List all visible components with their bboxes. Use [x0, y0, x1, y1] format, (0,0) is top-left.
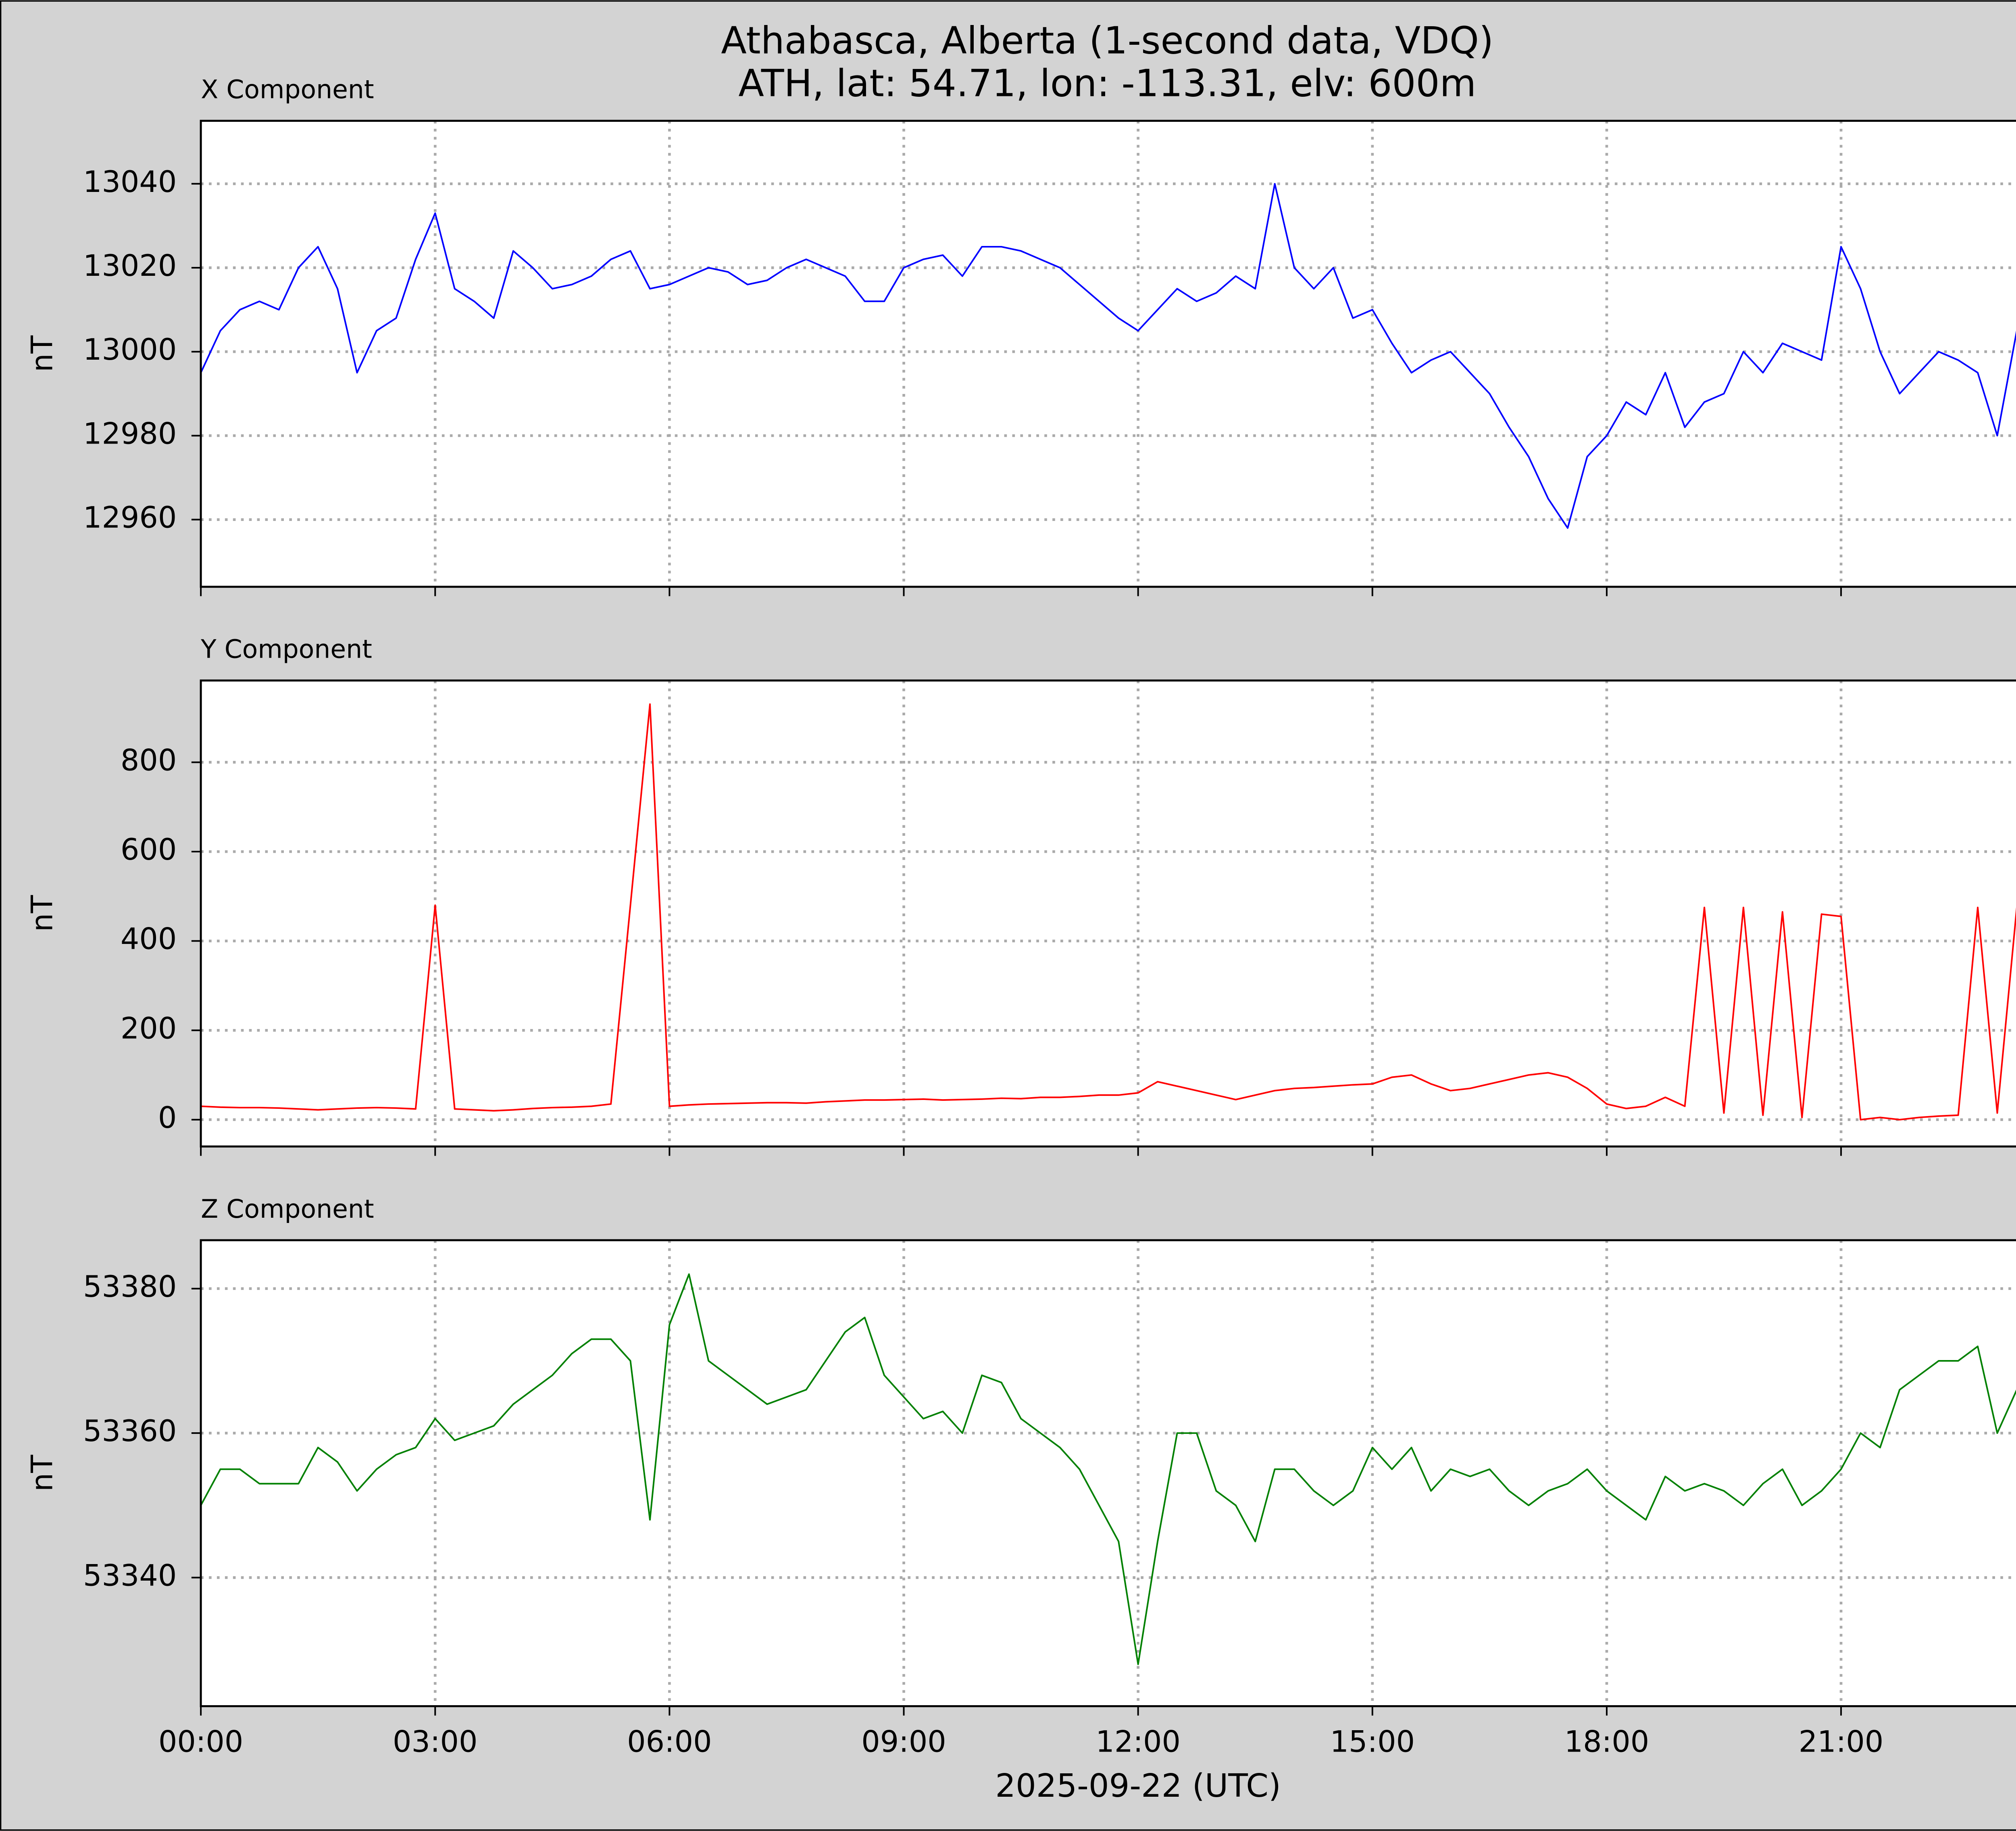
- y-tick-label: 13040: [83, 165, 177, 199]
- plot-frame: [200, 679, 2016, 1148]
- y-axis-label: nT: [25, 895, 60, 932]
- x-axis-label: 2025-09-22 (UTC): [995, 1767, 1281, 1804]
- x-tick-label: 03:00: [393, 1725, 478, 1759]
- y-tick-label: 200: [121, 1011, 177, 1046]
- plot-area: [201, 680, 2016, 1147]
- y-tick-label: 13000: [83, 333, 177, 367]
- plot-area: [201, 1240, 2016, 1706]
- y-tick-label: 0: [158, 1101, 177, 1135]
- y-tick-label: 53380: [83, 1270, 177, 1304]
- y-tick-label: 53340: [83, 1559, 177, 1593]
- x-tick-label: 00:00: [158, 1725, 244, 1759]
- plot-area: [201, 121, 2016, 587]
- figure-title: Athabasca, Alberta (1-second data, VDQ): [721, 19, 1493, 62]
- x-tick-label: 12:00: [1095, 1725, 1181, 1759]
- y-tick-label: 800: [121, 743, 177, 777]
- y-tick-label: 400: [121, 922, 177, 956]
- y-tick-label: 12980: [83, 417, 177, 451]
- y-tick-label: 13020: [83, 249, 177, 283]
- panel-title: X Component: [201, 75, 374, 104]
- data-line: [200, 183, 2016, 529]
- y-axis-label: nT: [25, 335, 60, 372]
- y-tick-label: 12960: [83, 501, 177, 535]
- figure-subtitle: ATH, lat: 54.71, lon: -113.31, elv: 600m: [738, 62, 1476, 105]
- x-tick-label: 09:00: [861, 1725, 946, 1759]
- x-tick-label: 18:00: [1564, 1725, 1649, 1759]
- x-tick-label: 21:00: [1799, 1725, 1884, 1759]
- data-line: [200, 1273, 2016, 1665]
- y-axis-label: nT: [25, 1455, 60, 1491]
- data-line: [201, 703, 2016, 1121]
- y-tick-label: 600: [121, 833, 177, 867]
- panel-title: Z Component: [201, 1194, 374, 1224]
- plot-frame: [200, 1239, 2016, 1707]
- panel-title: Y Component: [200, 634, 372, 664]
- x-tick-label: 15:00: [1330, 1725, 1415, 1759]
- plot-frame: [200, 120, 2016, 588]
- x-tick-label: 06:00: [627, 1725, 712, 1759]
- y-tick-label: 53360: [83, 1414, 177, 1448]
